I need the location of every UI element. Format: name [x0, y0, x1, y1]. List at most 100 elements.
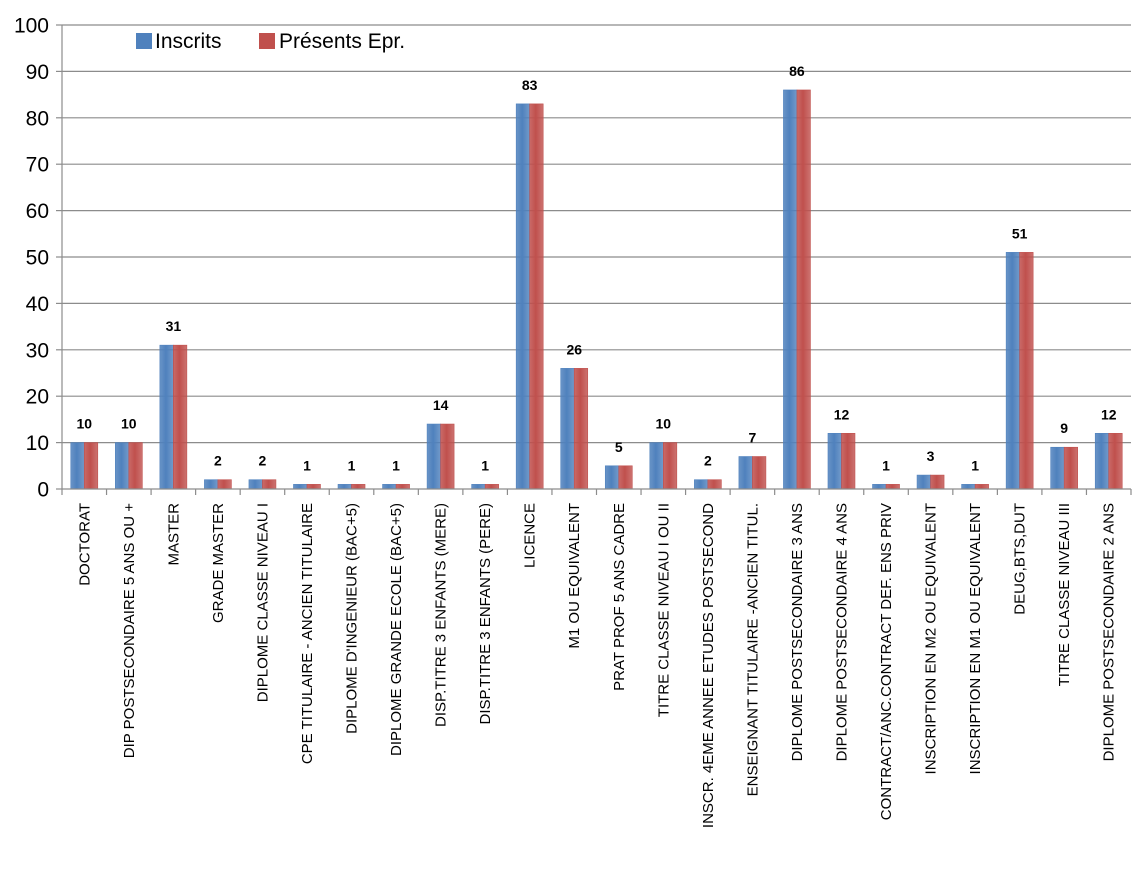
data-label: 1	[882, 457, 890, 473]
bar-inscrits	[337, 484, 352, 490]
bar-presents	[663, 442, 678, 490]
y-tick-labels: 0 10 20 30 40 50 60 70 80 90 100	[14, 15, 49, 502]
data-label: 5	[615, 439, 623, 455]
bars	[70, 89, 1123, 490]
bar-presents	[484, 484, 499, 490]
bar-presents	[440, 423, 455, 490]
bar-presents	[885, 484, 900, 490]
bar-inscrits	[1005, 252, 1020, 490]
x-tick-label: M1 OU EQUIVALENT	[566, 503, 583, 649]
x-tick-label: DIPLOME POSTSECONDAIRE 3 ANS	[789, 503, 806, 761]
bar-presents	[351, 484, 366, 490]
data-label: 10	[121, 416, 137, 432]
data-label: 9	[1060, 420, 1068, 436]
data-label: 10	[656, 416, 672, 432]
data-label: 1	[348, 457, 356, 473]
data-label: 1	[971, 457, 979, 473]
data-label: 86	[789, 63, 805, 79]
x-tick-label: DEUG,BTS,DUT	[1012, 503, 1029, 615]
x-tick-label: GRADE MASTER	[210, 503, 227, 623]
legend-swatch-presents	[259, 33, 275, 49]
bar-inscrits	[382, 484, 397, 490]
x-tick-label: TITRE CLASSE NIVEAU III	[1056, 503, 1073, 686]
legend: Inscrits Présents Epr.	[136, 30, 405, 53]
y-tick-label: 70	[26, 154, 49, 177]
bar-inscrits	[694, 479, 709, 490]
data-label: 2	[259, 453, 267, 469]
bar-inscrits	[916, 474, 931, 490]
x-tick-label: DIPLOME CLASSE NIVEAU I	[254, 503, 271, 702]
x-tick-label: DOCTORAT	[76, 503, 93, 586]
bar-inscrits	[70, 442, 85, 490]
bar-inscrits	[471, 484, 486, 490]
x-tick-label: DISP.TITRE 3 ENFANTS (PERE)	[477, 503, 494, 724]
y-tick-label: 80	[26, 107, 49, 130]
bar-presents	[173, 344, 188, 490]
bar-presents	[974, 484, 989, 490]
bar-inscrits	[560, 368, 575, 490]
bar-inscrits	[1050, 446, 1065, 490]
bar-presents	[1108, 433, 1123, 490]
bar-presents	[1019, 252, 1034, 490]
x-tick-label: CONTRACT/ANC.CONTRACT DEF. ENS PRIV	[878, 503, 895, 820]
data-label: 14	[433, 397, 449, 413]
bar-inscrits	[115, 442, 130, 490]
x-tick-label: PRAT PROF 5 ANS CADRE	[611, 503, 628, 691]
y-tick-label: 10	[26, 432, 49, 455]
bar-inscrits	[783, 89, 798, 490]
x-tick-label: LICENCE	[522, 503, 539, 568]
gridlines	[62, 24, 1131, 444]
data-label: 12	[1101, 406, 1117, 422]
x-tick-label: DIPLOME POSTSECONDAIRE 2 ANS	[1101, 503, 1118, 761]
bar-presents	[83, 442, 99, 490]
data-label: 10	[76, 416, 92, 432]
bar-inscrits	[1094, 433, 1110, 490]
bar-presents	[573, 368, 589, 490]
bar-presents	[796, 89, 811, 490]
data-label: 2	[214, 453, 222, 469]
y-tick-label: 90	[26, 61, 49, 84]
data-label: 12	[834, 406, 850, 422]
x-tick-label: INSCRIPTION EN M1 OU EQUIVALENT	[967, 503, 984, 774]
bar-inscrits	[426, 423, 441, 490]
x-tick-label: MASTER	[165, 503, 182, 566]
x-tick-label: DIP POSTSECONDAIRE 5 ANS OU +	[121, 503, 138, 758]
data-label: 1	[481, 457, 489, 473]
x-tick-label: DIPLOME GRANDE ECOLE (BAC+5)	[388, 503, 405, 756]
bar-inscrits	[293, 484, 308, 490]
bar-inscrits	[649, 442, 664, 490]
bar-inscrits	[515, 103, 530, 490]
legend-label-inscrits: Inscrits	[155, 30, 222, 53]
x-tick-label: DISP.TITRE 3 ENFANTS (MERE)	[433, 503, 450, 727]
bar-presents	[707, 479, 722, 490]
bar-inscrits	[738, 456, 753, 490]
data-label: 51	[1012, 225, 1028, 241]
bar-inscrits	[872, 484, 887, 490]
x-tick-label: CPE TITULAIRE - ANCIEN TITULAIRE	[299, 503, 316, 764]
x-tick-labels: DOCTORAT DIP POSTSECONDAIRE 5 ANS OU + MAS…	[76, 503, 1117, 828]
bar-inscrits	[159, 344, 174, 490]
bar-presents	[841, 433, 856, 490]
bar-inscrits	[961, 484, 976, 490]
bar-presents	[217, 479, 232, 490]
y-tick-label: 100	[14, 15, 49, 38]
x-tick-label: DIPLOME POSTSECONDAIRE 4 ANS	[833, 503, 850, 761]
data-label: 3	[927, 448, 935, 464]
x-tick-label: INSCR. 4EME ANNEE ETUDES POSTSECOND	[700, 503, 717, 828]
bar-presents	[752, 456, 767, 490]
legend-swatch-inscrits	[136, 33, 152, 49]
bar-presents	[262, 479, 277, 490]
bar-presents	[128, 442, 143, 490]
bar-inscrits	[248, 479, 263, 490]
x-tick-label: TITRE CLASSE NIVEAU I OU II	[655, 503, 672, 717]
axes	[56, 24, 1132, 495]
x-tick-label: INSCRIPTION EN M2 OU EQUIVALENT	[923, 503, 940, 774]
data-label: 26	[566, 341, 582, 357]
data-label: 83	[522, 77, 538, 93]
y-tick-label: 50	[26, 247, 49, 270]
y-tick-label: 0	[37, 479, 49, 502]
bar-inscrits	[827, 433, 842, 490]
bar-presents	[1063, 446, 1078, 490]
